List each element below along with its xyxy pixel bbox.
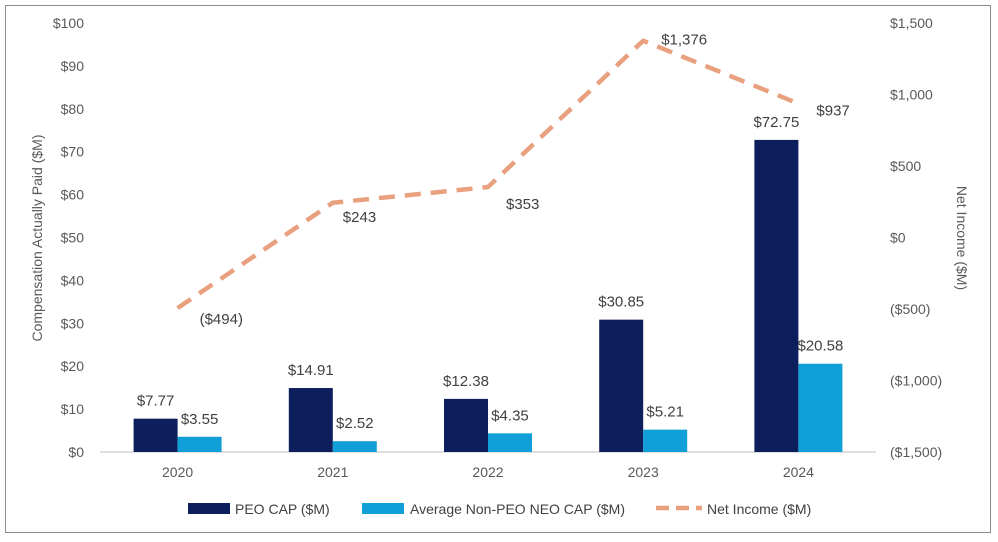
y-right-tick-label: $0	[890, 230, 906, 246]
y-right-ticks: ($1,500) ($1,000) ($500) $0 $500 $1,000 $1,500	[890, 15, 942, 460]
bar-data-label: $3.55	[181, 411, 219, 428]
legend-label-net-income: Net Income ($M)	[707, 501, 811, 517]
y-right-tick-label: ($1,000)	[890, 373, 942, 389]
net-income-line-group	[176, 38, 800, 311]
y-right-tick-label: $1,500	[890, 15, 933, 31]
legend-swatch-non-peo-cap	[362, 503, 404, 514]
bar-data-label: $5.21	[646, 404, 684, 421]
x-tick-label: 2020	[162, 464, 193, 480]
y-left-tick-label: $30	[61, 315, 85, 331]
x-tick-label: 2024	[783, 464, 814, 480]
x-tick-label: 2023	[628, 464, 659, 480]
y-left-tick-label: $40	[61, 272, 85, 288]
bar-data-label: $20.58	[797, 338, 843, 355]
bar-peo-cap	[754, 139, 799, 452]
x-tick-label: 2022	[472, 464, 503, 480]
y-left-tick-label: $70	[61, 144, 85, 160]
y-right-tick-label: $1,000	[890, 87, 933, 103]
y-right-tick-label: $500	[890, 158, 921, 174]
data-labels: $7.77 $14.91 $12.38 $30.85 $72.75 $3.55 $2.52 $…	[137, 32, 850, 432]
y-left-tick-label: $50	[61, 230, 85, 246]
y-left-tick-label: $80	[61, 101, 85, 117]
y-left-tick-label: $0	[68, 444, 84, 460]
x-ticks: 2020 2021 2022 2023 2024	[162, 464, 814, 480]
legend-label-peo-cap: PEO CAP ($M)	[235, 501, 330, 517]
legend-label-non-peo-cap: Average Non-PEO NEO CAP ($M)	[410, 501, 625, 517]
x-tick-label: 2021	[317, 464, 348, 480]
y-right-axis-title: Net Income ($M)	[954, 186, 970, 290]
net-income-line	[176, 38, 800, 311]
bar-data-label: $4.35	[491, 407, 529, 424]
bar-non-peo-cap	[332, 441, 377, 452]
net-income-data-label: $353	[506, 196, 539, 213]
bar-data-label: $72.75	[753, 114, 799, 131]
legend: PEO CAP ($M) Average Non-PEO NEO CAP ($M…	[188, 501, 811, 517]
bar-data-label: $30.85	[598, 294, 644, 311]
bar-data-label: $2.52	[336, 415, 374, 432]
bar-non-peo-cap	[177, 436, 222, 452]
y-left-tick-label: $100	[53, 15, 84, 31]
y-left-tick-label: $10	[61, 401, 85, 417]
bar-data-label: $14.91	[288, 362, 334, 379]
legend-swatch-peo-cap	[188, 503, 230, 514]
bar-data-label: $12.38	[443, 373, 489, 390]
bar-peo-cap	[288, 388, 333, 452]
y-left-tick-label: $20	[61, 358, 85, 374]
bar-non-peo-cap	[643, 429, 688, 452]
y-left-tick-label: $90	[61, 58, 85, 74]
bar-peo-cap	[444, 398, 488, 452]
bar-non-peo-cap	[488, 433, 532, 452]
y-right-tick-label: ($1,500)	[890, 444, 942, 460]
y-left-tick-label: $60	[61, 187, 85, 203]
net-income-data-label: $243	[343, 209, 376, 226]
y-right-tick-label: ($500)	[890, 301, 930, 317]
bar-peo-cap	[599, 319, 644, 452]
y-left-ticks: $0 $10 $20 $30 $40 $50 $60 $70 $80 $90 $100	[53, 15, 84, 460]
bar-peo-cap	[133, 418, 178, 452]
net-income-data-label: $1,376	[661, 32, 707, 49]
y-left-axis-title: Compensation Actually Paid ($M)	[29, 135, 45, 342]
bar-non-peo-cap	[798, 363, 843, 452]
bars	[133, 139, 843, 452]
net-income-data-label: $937	[816, 103, 849, 120]
net-income-data-label: ($494)	[200, 311, 243, 328]
bar-data-label: $7.77	[137, 393, 175, 410]
